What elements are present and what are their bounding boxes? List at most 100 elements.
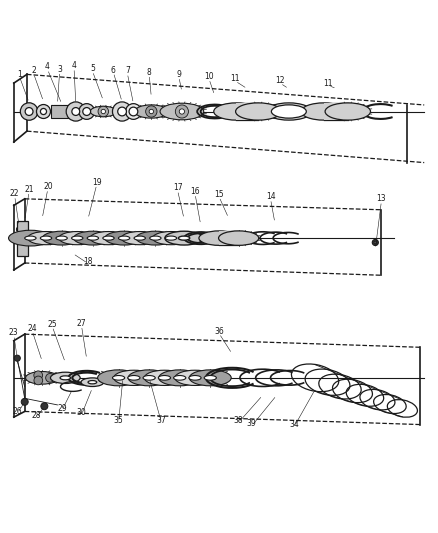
- Circle shape: [16, 227, 21, 232]
- Ellipse shape: [145, 370, 184, 385]
- Ellipse shape: [81, 378, 104, 386]
- Circle shape: [179, 109, 184, 114]
- Ellipse shape: [9, 230, 52, 246]
- Ellipse shape: [173, 376, 186, 380]
- Text: 9: 9: [177, 70, 181, 79]
- Circle shape: [98, 106, 109, 117]
- Circle shape: [66, 102, 85, 121]
- Ellipse shape: [50, 372, 80, 383]
- Ellipse shape: [71, 236, 83, 240]
- Circle shape: [40, 108, 46, 115]
- Text: 30: 30: [77, 408, 86, 417]
- Circle shape: [149, 109, 153, 114]
- Circle shape: [21, 398, 28, 405]
- Text: 5: 5: [90, 64, 95, 73]
- Ellipse shape: [90, 231, 127, 245]
- Ellipse shape: [178, 236, 190, 240]
- Text: 22: 22: [10, 189, 19, 198]
- Ellipse shape: [60, 376, 71, 380]
- Ellipse shape: [134, 236, 145, 240]
- Ellipse shape: [118, 236, 130, 240]
- Text: 11: 11: [323, 79, 333, 87]
- Ellipse shape: [199, 231, 239, 245]
- Ellipse shape: [113, 376, 125, 380]
- Ellipse shape: [266, 103, 311, 120]
- Circle shape: [25, 108, 33, 116]
- Text: 12: 12: [276, 76, 285, 85]
- Text: 15: 15: [214, 190, 224, 199]
- Circle shape: [146, 106, 157, 117]
- Circle shape: [34, 371, 42, 379]
- Text: 25: 25: [47, 320, 57, 329]
- Ellipse shape: [25, 236, 36, 240]
- Ellipse shape: [189, 370, 231, 386]
- Ellipse shape: [59, 231, 95, 245]
- Bar: [51, 104, 72, 118]
- Ellipse shape: [103, 236, 114, 240]
- Ellipse shape: [88, 381, 97, 384]
- Ellipse shape: [128, 370, 170, 386]
- Circle shape: [36, 104, 50, 118]
- Ellipse shape: [90, 106, 117, 117]
- Ellipse shape: [74, 231, 112, 245]
- Ellipse shape: [28, 231, 64, 245]
- Circle shape: [126, 103, 141, 119]
- Circle shape: [83, 108, 91, 116]
- Circle shape: [20, 103, 38, 120]
- Text: 1: 1: [17, 70, 22, 79]
- Text: 35: 35: [114, 416, 124, 425]
- Text: 38: 38: [234, 416, 244, 425]
- Circle shape: [372, 239, 378, 246]
- Text: 18: 18: [83, 257, 93, 266]
- Text: 24: 24: [27, 324, 37, 333]
- Circle shape: [374, 241, 377, 244]
- Text: 16: 16: [190, 187, 200, 196]
- Text: 28: 28: [32, 411, 41, 421]
- Ellipse shape: [236, 103, 281, 120]
- Circle shape: [99, 376, 104, 382]
- Ellipse shape: [98, 370, 140, 386]
- Text: 3: 3: [57, 64, 62, 74]
- Text: 13: 13: [377, 195, 386, 203]
- Ellipse shape: [214, 103, 259, 120]
- Circle shape: [41, 403, 48, 410]
- Circle shape: [46, 374, 54, 382]
- Text: 27: 27: [77, 319, 86, 328]
- Bar: [219, 231, 239, 245]
- Ellipse shape: [105, 231, 143, 245]
- Circle shape: [34, 376, 42, 385]
- Text: 10: 10: [204, 72, 214, 81]
- Ellipse shape: [114, 370, 154, 385]
- Circle shape: [113, 102, 132, 121]
- Ellipse shape: [165, 231, 203, 245]
- Text: 11: 11: [230, 74, 240, 83]
- Ellipse shape: [325, 103, 371, 120]
- Text: 19: 19: [92, 177, 102, 187]
- Circle shape: [175, 105, 188, 118]
- Circle shape: [72, 108, 80, 116]
- Ellipse shape: [25, 372, 59, 384]
- Ellipse shape: [143, 376, 155, 380]
- Ellipse shape: [272, 105, 306, 118]
- Ellipse shape: [128, 376, 140, 380]
- Ellipse shape: [121, 231, 158, 245]
- Circle shape: [79, 103, 95, 119]
- Ellipse shape: [87, 236, 99, 240]
- Ellipse shape: [158, 376, 170, 380]
- Ellipse shape: [165, 236, 177, 240]
- Ellipse shape: [42, 231, 81, 245]
- Text: 34: 34: [289, 420, 299, 429]
- Text: 36: 36: [214, 327, 224, 336]
- Circle shape: [14, 355, 20, 361]
- Circle shape: [101, 109, 106, 114]
- Text: 4: 4: [71, 61, 77, 70]
- Text: 7: 7: [125, 67, 130, 75]
- Ellipse shape: [150, 236, 161, 240]
- Ellipse shape: [56, 236, 67, 240]
- Text: 26: 26: [12, 407, 22, 416]
- Ellipse shape: [160, 103, 204, 120]
- Text: 23: 23: [9, 328, 18, 337]
- Text: 20: 20: [43, 182, 53, 191]
- Text: 14: 14: [266, 192, 276, 201]
- Circle shape: [118, 107, 127, 116]
